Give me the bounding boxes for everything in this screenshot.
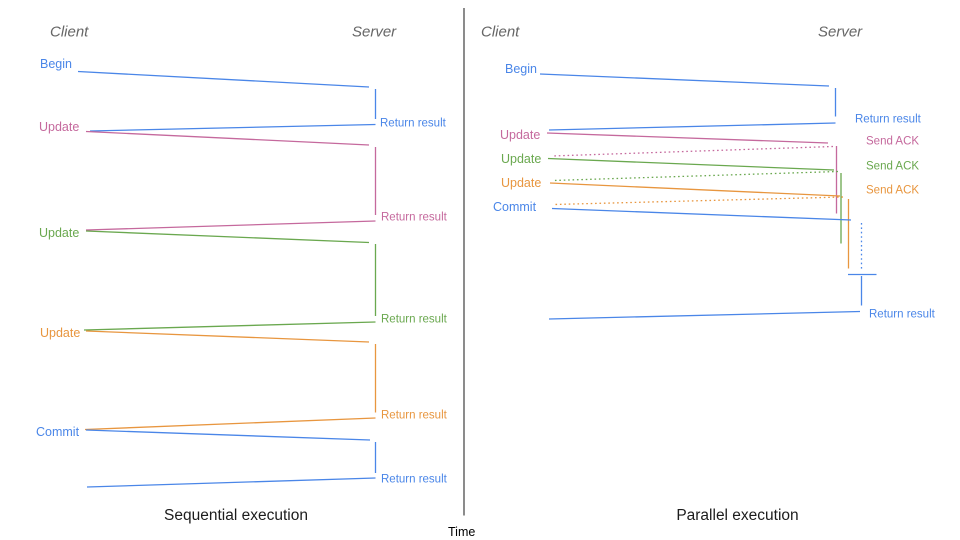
- sequential-server-header: Server: [352, 23, 397, 41]
- par-update1-request-arrow: [546, 132, 829, 144]
- par-return-result-1: Return result: [855, 113, 921, 126]
- seq-update3-label: Update: [40, 325, 81, 340]
- parallel-client-header: Client: [481, 23, 520, 41]
- par-commit-request-arrow: [551, 207, 852, 221]
- seq-begin-label: Begin: [40, 56, 72, 71]
- par-send-ack-3: Send ACK: [866, 184, 920, 197]
- seq-update2-label: Update: [39, 225, 80, 240]
- par-send-ack-1: Send ACK: [866, 135, 920, 148]
- seq-begin-request-arrow: [77, 70, 370, 88]
- par-commit-return-arrow: [548, 310, 861, 320]
- seq-commit-arrows: [85, 429, 377, 488]
- par-update2-arrows: [547, 157, 842, 244]
- seq-update2-arrows: [83, 230, 377, 331]
- par-return-result-2: Return result: [869, 308, 935, 321]
- par-update1-arrows: [546, 132, 838, 214]
- par-update1-ack-arrow: [551, 145, 834, 157]
- par-update2-request-arrow: [547, 157, 835, 171]
- par-update3-arrows: [549, 182, 850, 269]
- par-commit-label: Commit: [493, 199, 537, 214]
- seq-update3-request-arrow: [85, 330, 370, 343]
- seq-return-result-4: Return result: [381, 409, 447, 422]
- par-update3-label: Update: [501, 175, 542, 190]
- seq-commit-label: Commit: [36, 424, 80, 439]
- seq-return-result-1: Return result: [380, 117, 446, 130]
- par-begin-arrows: [539, 73, 837, 131]
- parallel-title: Parallel execution: [676, 507, 799, 524]
- seq-update1-request-arrow: [85, 130, 370, 146]
- par-send-ack-2: Send ACK: [866, 160, 920, 173]
- par-begin-return-arrow: [548, 122, 836, 131]
- sequential-title: Sequential execution: [164, 507, 308, 524]
- seq-begin-return-arrow: [89, 123, 376, 132]
- par-begin-request-arrow: [539, 73, 830, 87]
- par-update3-ack-arrow: [553, 196, 844, 206]
- par-update1-label: Update: [500, 127, 541, 142]
- seq-return-result-5: Return result: [381, 473, 447, 486]
- seq-update3-arrows: [84, 330, 377, 431]
- seq-update1-return-arrow: [85, 220, 376, 231]
- parallel-server-header: Server: [818, 23, 863, 41]
- seq-begin-arrows: [77, 70, 377, 132]
- time-axis-label: Time: [448, 525, 476, 539]
- par-update2-ack-arrow: [552, 170, 839, 182]
- seq-update3-return-arrow: [84, 417, 376, 431]
- par-update2-label: Update: [501, 151, 542, 166]
- seq-update1-label: Update: [39, 119, 80, 134]
- seq-update1-arrows: [85, 130, 377, 231]
- seq-update2-return-arrow: [83, 321, 376, 331]
- seq-return-result-3: Return result: [381, 313, 447, 326]
- par-commit-arrows: [548, 207, 877, 320]
- seq-commit-return-arrow: [86, 477, 376, 488]
- sequential-client-header: Client: [50, 23, 89, 41]
- par-begin-label: Begin: [505, 61, 537, 76]
- seq-commit-request-arrow: [85, 429, 371, 441]
- seq-return-result-2: Return result: [381, 211, 447, 224]
- par-update3-request-arrow: [549, 182, 841, 197]
- seq-update2-request-arrow: [85, 230, 370, 244]
